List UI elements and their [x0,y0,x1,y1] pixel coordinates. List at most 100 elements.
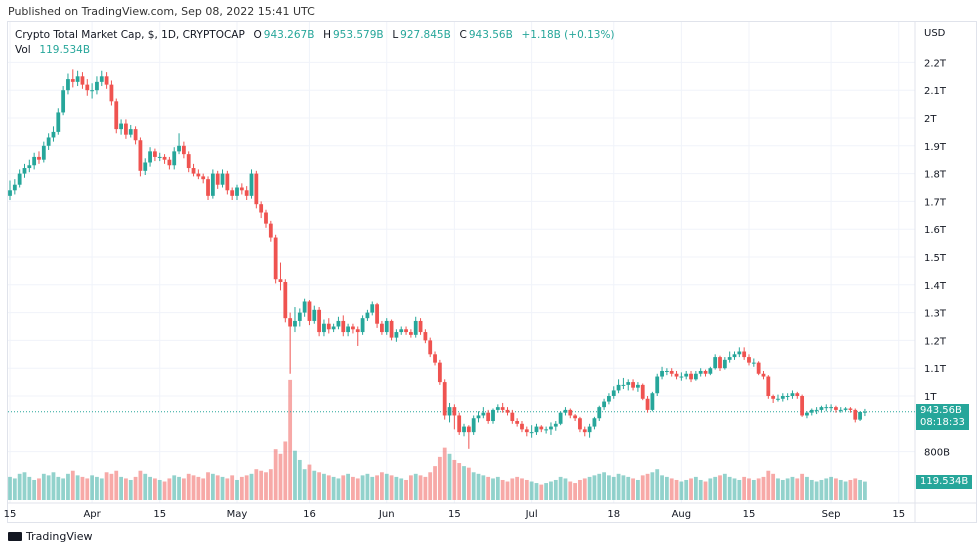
volume-bar [297,459,302,500]
candle-body [331,326,336,330]
volume-bar [500,479,505,500]
volume-bar [457,463,462,500]
volume-bar [27,476,32,500]
tradingview-logo[interactable]: TradingView [8,530,92,543]
volume-bar [809,479,814,500]
candle-body [56,112,61,132]
volume-bar [249,473,254,500]
candle-body [41,145,46,160]
candle-body [829,407,833,409]
candle-body [283,282,288,319]
candle-body [500,407,505,410]
volume-bar [776,478,780,500]
volume-bar [476,473,481,500]
candle-body [636,384,640,388]
volume-bar [452,459,457,500]
volume-bar [766,470,771,500]
volume-bar [153,478,157,500]
volume-bar [698,479,703,500]
volume-bar [756,478,761,500]
candle-body [254,173,259,205]
candle-body [220,173,225,185]
candle-body [437,362,442,383]
volume-bar [17,473,22,500]
candle-body [259,204,264,213]
volume-bar [399,478,404,500]
volume-bar [466,467,471,500]
volume-bar [664,476,669,500]
volume-bar [230,475,235,500]
volume-bar [428,472,433,500]
volume-bar [66,473,70,500]
y-tick-label: 1.1T [924,364,947,375]
volume-bar [41,473,46,500]
candle-body [109,84,114,102]
candle-body [273,237,278,280]
candle-body [351,326,355,330]
candle-body [766,376,771,396]
volume-bar [505,481,510,500]
volume-bar [573,483,578,500]
volume-bar [278,453,283,500]
candle-body [433,354,437,363]
candle-body [404,329,408,333]
candle-body [66,79,70,91]
candle-body [481,412,486,416]
candle-body [578,418,582,430]
volume-bar [124,478,128,500]
candle-body [8,190,12,196]
candle-body [104,76,109,85]
volume-bar [650,472,655,500]
candle-body [264,212,268,224]
candle-body [515,421,520,424]
candle-body [239,187,244,191]
candle-body [288,318,293,327]
candle-body [186,154,191,169]
close-value: 943.56B [468,29,513,41]
volume-bar [196,476,201,500]
volume-bar [307,464,312,500]
candle-body [558,412,563,424]
candle-body [181,145,186,155]
volume-bar [727,476,732,500]
candle-body [785,396,790,397]
candle-body [307,301,312,321]
volume-bar [578,479,582,500]
candle-body [85,84,90,91]
candle-body [268,223,273,238]
volume-bar [244,475,249,500]
volume-bar [751,479,756,500]
volume-bar [239,476,244,500]
volume-bar [529,481,534,500]
candle-body [573,415,578,419]
y-tick-label: 1.6T [924,225,947,236]
volume-bar [375,475,379,500]
candle-body [326,323,331,330]
volume-bar [365,473,370,500]
candle-body [230,190,235,196]
volume-bar [394,476,399,500]
candle-body [360,318,365,333]
candle-body [534,426,539,433]
volume-bar [592,475,597,500]
candle-body [582,429,587,433]
symbol-title[interactable]: Crypto Total Market Cap, $, 1D, CRYPTOCA… [15,29,245,41]
volume-bar [742,476,747,500]
volume-bar [684,479,689,500]
candle-body [655,376,660,394]
candle-body [568,409,573,416]
candle-body [225,173,230,191]
volume-bar [235,479,239,500]
candle-body [505,409,510,413]
volume-bar [119,476,123,500]
volume-bar [611,476,616,500]
candle-body [384,320,389,333]
volume-bar [708,478,713,500]
candle-body [95,81,99,91]
volume-bar [215,475,220,500]
candle-body [524,429,529,433]
volume-bar [631,478,635,500]
volume-bar [128,479,133,500]
candle-body [336,320,341,327]
